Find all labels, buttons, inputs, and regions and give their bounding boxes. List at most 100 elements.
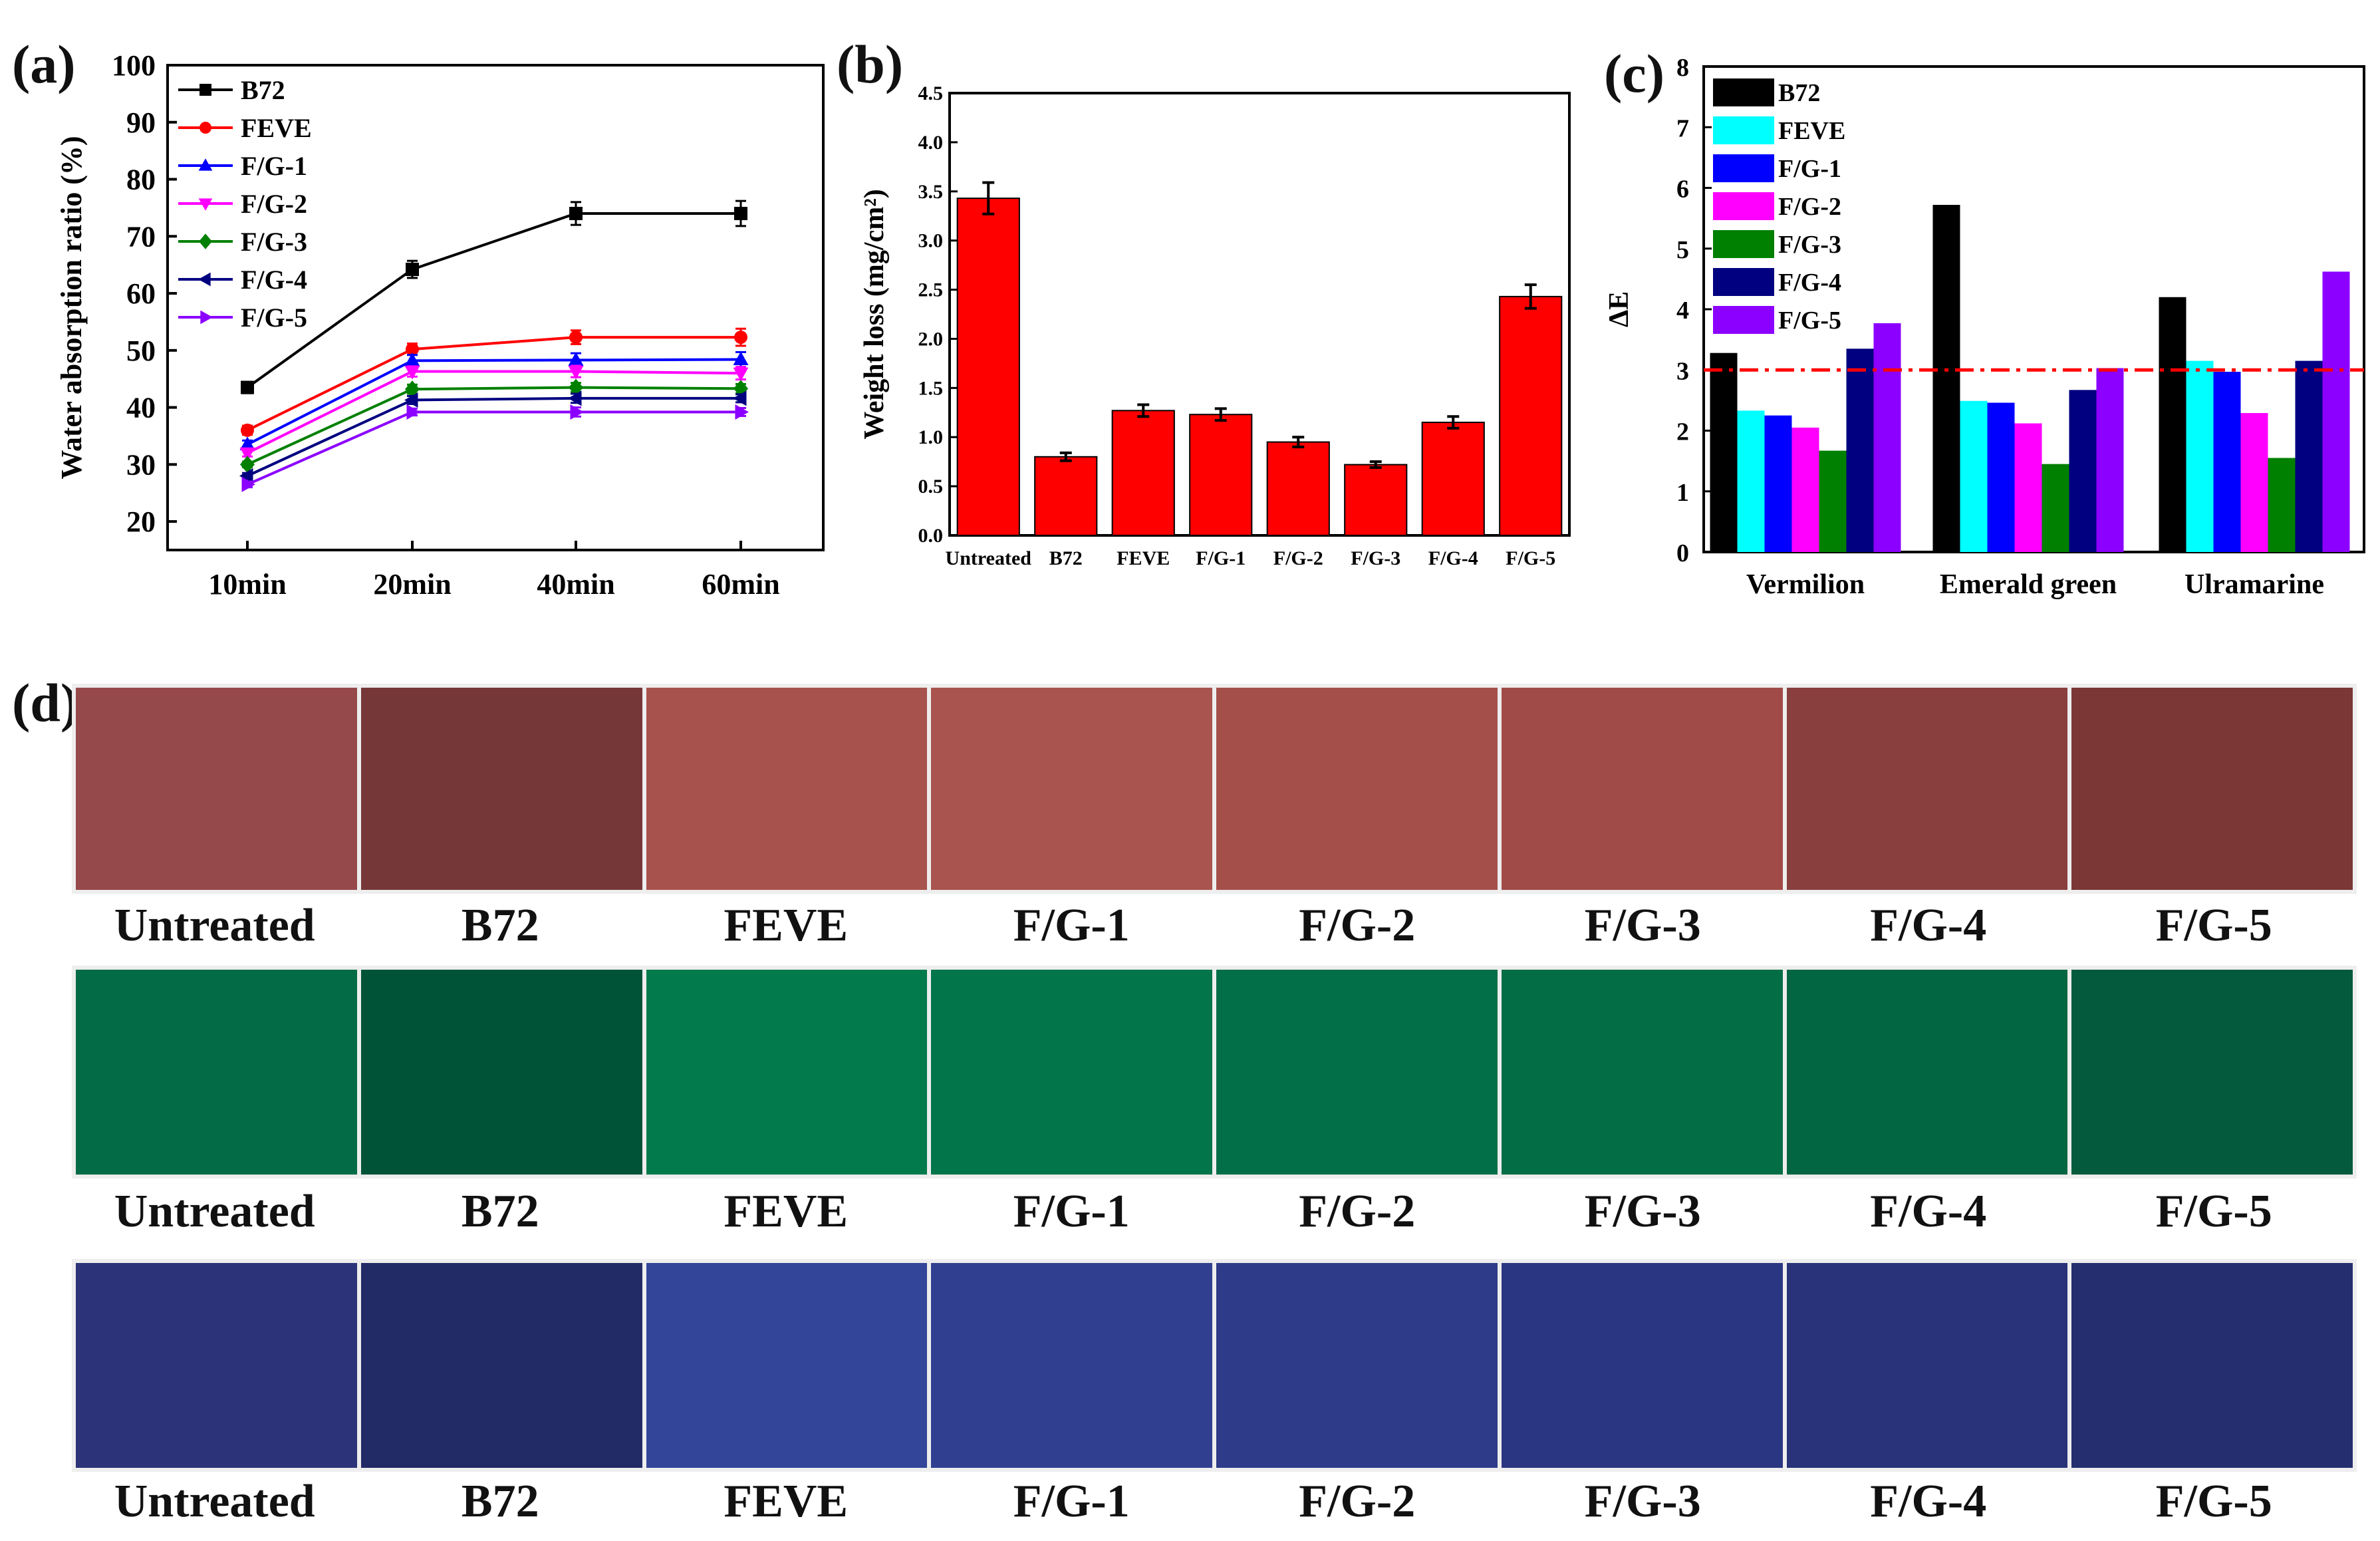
legend-marker <box>199 233 212 249</box>
color-swatch <box>931 688 1212 890</box>
color-swatch <box>931 970 1212 1175</box>
data-point <box>241 476 255 492</box>
data-point <box>569 331 583 345</box>
y-tick-label: 4.0 <box>918 132 944 154</box>
legend-marker <box>199 84 211 96</box>
swatch-label: F/G-4 <box>1870 900 1987 951</box>
panel-c-tag: (c) <box>1604 43 1665 104</box>
legend-marker <box>198 272 211 287</box>
swatch-labels-emerald: Untreated B72 FEVE F/G-1 F/G-2 F/G-3 F/G-4 F/G-… <box>72 1185 2357 1238</box>
swatch-label: Untreated <box>114 900 315 951</box>
y-axis-title: ΔE <box>1604 291 1635 327</box>
legend-marker <box>198 198 213 211</box>
y-tick-label: 30 <box>126 448 156 481</box>
chart-a-water-absorption: 20 30 40 50 60 70 80 90 100 10min 20min 40min 60min W… <box>55 49 825 601</box>
color-swatch <box>1786 1263 2068 1468</box>
color-swatch <box>646 1263 928 1468</box>
data-point <box>568 390 582 406</box>
data-point <box>568 352 584 366</box>
plot-frame <box>948 92 1571 537</box>
y-tick-label: 80 <box>126 164 156 196</box>
y-tick-label: 50 <box>126 335 156 367</box>
data-point <box>404 392 418 408</box>
panel-b-tag: (b) <box>837 34 904 94</box>
series-line <box>247 358 741 446</box>
swatch-label: F/G-5 <box>2155 900 2272 951</box>
swatch-label: F/G-2 <box>1299 900 1416 951</box>
data-point <box>735 404 749 420</box>
legend-label: B72 <box>1778 79 1820 107</box>
y-tick-label: 3.5 <box>918 181 944 203</box>
series-line <box>247 410 741 486</box>
swatch-label: FEVE <box>724 900 849 951</box>
swatch-label: F/G-1 <box>1013 1186 1130 1237</box>
x-tick-label: 20min <box>373 568 451 601</box>
y-axis-title: Weight loss (mg/cm²) <box>859 189 890 440</box>
color-swatch <box>2071 970 2353 1175</box>
data-point <box>570 404 584 420</box>
swatch-label: B72 <box>461 1476 539 1527</box>
bar <box>2322 271 2350 552</box>
y-tick-label: 2 <box>1676 418 1689 446</box>
color-swatch <box>76 970 357 1175</box>
swatch-label: F/G-3 <box>1584 900 1701 951</box>
data-point <box>240 456 255 474</box>
data-point <box>406 263 419 277</box>
color-swatch <box>360 970 642 1175</box>
y-tick-label: 1 <box>1676 479 1689 507</box>
bar <box>1764 415 1792 552</box>
x-tick-label: F/G-2 <box>1273 547 1323 569</box>
data-point <box>241 380 254 394</box>
plot-frame <box>166 64 825 551</box>
legend-label: FEVE <box>1778 117 1845 145</box>
series-line <box>247 386 741 466</box>
color-swatch <box>1216 688 1498 890</box>
color-swatch <box>2071 1263 2353 1468</box>
swatch-label: F/G-3 <box>1584 1476 1701 1527</box>
legend-label: F/G-3 <box>241 227 307 257</box>
y-tick-label: 3.0 <box>918 230 944 252</box>
y-tick-label: 8 <box>1676 54 1689 82</box>
legend-label: FEVE <box>241 113 312 143</box>
swatch-label: F/G-4 <box>1870 1476 1987 1527</box>
data-point <box>734 331 747 345</box>
bar <box>956 198 1020 536</box>
x-tick-label: F/G-4 <box>1428 547 1478 569</box>
swatch-label: F/G-1 <box>1013 1476 1130 1527</box>
y-tick-label: 100 <box>112 49 156 82</box>
y-tick-label: 0 <box>1676 539 1689 567</box>
swatch-label: F/G-5 <box>2155 1186 2272 1237</box>
legend-marker <box>200 310 213 325</box>
legend-swatch <box>1713 78 1774 106</box>
x-tick-label: Untreated <box>946 547 1032 569</box>
bar <box>1344 464 1408 536</box>
legend-swatch <box>1713 306 1774 334</box>
swatch-label: F/G-3 <box>1584 1186 1701 1237</box>
legend-label: F/G-2 <box>241 189 307 219</box>
bar <box>2186 360 2214 552</box>
swatch-label: FEVE <box>724 1186 849 1237</box>
data-point <box>568 366 584 380</box>
x-tick-label: 60min <box>702 568 779 601</box>
bar <box>1846 349 1874 552</box>
data-point <box>406 404 420 420</box>
color-swatch <box>1786 688 2068 890</box>
x-tick-label: Ulramarine <box>2184 569 2324 600</box>
bar <box>1873 323 1901 552</box>
legend-swatch <box>1713 268 1774 296</box>
color-swatch <box>360 1263 642 1468</box>
y-tick-label: 70 <box>126 220 156 253</box>
color-swatch <box>76 688 357 890</box>
bar <box>1987 402 2015 552</box>
series-line <box>246 211 741 389</box>
data-point <box>404 352 420 366</box>
y-axis-title: Water absorption ratio (%) <box>55 136 88 479</box>
swatch-row-ultramarine <box>72 1259 2357 1472</box>
y-tick-label: 4 <box>1676 297 1689 325</box>
bar <box>2014 423 2042 552</box>
color-swatch <box>1216 1263 1498 1468</box>
x-tick-label: 40min <box>537 568 614 601</box>
data-point <box>733 351 749 366</box>
bar <box>1819 450 1847 552</box>
bar <box>1111 410 1175 536</box>
